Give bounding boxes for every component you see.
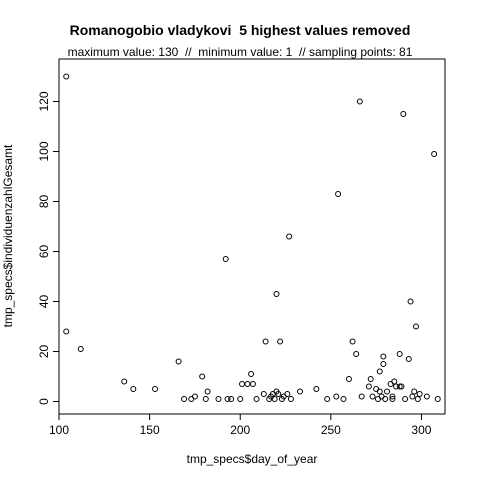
data-points [63, 73, 441, 402]
data-point [407, 298, 414, 305]
data-point [239, 381, 246, 387]
y-tick-label: 0 [37, 398, 51, 405]
y-tick-label: 100 [37, 141, 51, 161]
data-point [365, 383, 372, 390]
y-tick-label: 80 [37, 195, 51, 209]
data-point [396, 383, 403, 390]
data-point [389, 393, 396, 400]
data-point [130, 386, 137, 392]
data-point [244, 381, 251, 387]
data-point [380, 353, 387, 360]
x-axis: 100 150 200 250 300 [49, 413, 432, 437]
data-point [345, 376, 352, 382]
data-point [356, 98, 363, 105]
data-point [181, 396, 188, 402]
data-point [63, 328, 70, 335]
chart-title: Romanogobio vladykovi 5 highest values r… [69, 22, 411, 38]
data-point [121, 378, 128, 385]
y-tick-label: 20 [37, 345, 51, 359]
data-point [191, 393, 198, 400]
data-point [416, 391, 423, 397]
x-tick-label: 150 [140, 423, 160, 437]
data-point [389, 396, 396, 402]
data-point [414, 396, 421, 402]
chart-subtitle: maximum value: 130 // minimum value: 1 /… [67, 45, 413, 59]
data-point [391, 378, 398, 385]
data-point [376, 388, 383, 395]
data-point [224, 396, 231, 402]
y-axis-title: tmp_specs$individuenzahlGesamt [1, 144, 15, 327]
data-point [398, 383, 405, 390]
data-point [367, 376, 374, 382]
y-tick-label: 120 [37, 91, 51, 111]
data-point [286, 233, 293, 240]
data-point [63, 73, 70, 80]
data-point [237, 396, 244, 402]
x-tick-label: 100 [49, 423, 69, 437]
data-point [335, 191, 342, 197]
data-point [253, 396, 260, 402]
data-point [434, 396, 441, 402]
data-point [271, 396, 278, 402]
data-point [222, 256, 229, 262]
data-point [349, 338, 356, 345]
data-point [202, 396, 209, 402]
data-point [297, 388, 304, 395]
y-tick-label: 60 [37, 245, 51, 259]
data-point [249, 381, 256, 387]
data-point [396, 351, 403, 357]
y-tick-label: 40 [37, 295, 51, 309]
data-point [275, 391, 282, 397]
data-point [402, 396, 409, 402]
data-point [423, 393, 430, 400]
data-point [340, 396, 347, 402]
data-point [204, 388, 211, 395]
data-point [358, 393, 365, 400]
data-point [313, 386, 320, 392]
data-point [324, 396, 331, 402]
x-tick-label: 200 [230, 423, 250, 437]
data-point [376, 368, 383, 375]
data-point [260, 391, 267, 397]
data-point [353, 351, 360, 357]
data-point [152, 386, 159, 392]
data-point [411, 388, 418, 395]
data-point [409, 393, 416, 400]
data-point [228, 396, 235, 402]
data-point [287, 396, 294, 402]
x-tick-label: 250 [321, 423, 341, 437]
data-point [431, 151, 438, 157]
data-point [77, 346, 84, 352]
data-point [405, 356, 412, 362]
data-point [400, 111, 407, 117]
data-point [333, 393, 340, 400]
data-point [384, 388, 391, 395]
data-point [369, 393, 376, 400]
x-tick-label: 300 [411, 423, 431, 437]
y-axis: 0 20 40 60 80 100 120 [37, 91, 60, 405]
data-point [380, 361, 387, 367]
data-point [413, 323, 420, 330]
x-axis-title: tmp_specs$day_of_year [187, 452, 318, 466]
data-point [248, 371, 255, 377]
data-point [199, 373, 206, 380]
data-point [175, 358, 182, 365]
data-point [273, 291, 280, 297]
data-point [284, 391, 291, 397]
plot-frame [58, 58, 446, 415]
data-point [215, 396, 222, 402]
data-point [382, 396, 389, 402]
data-point [262, 338, 269, 345]
data-point [277, 338, 284, 345]
